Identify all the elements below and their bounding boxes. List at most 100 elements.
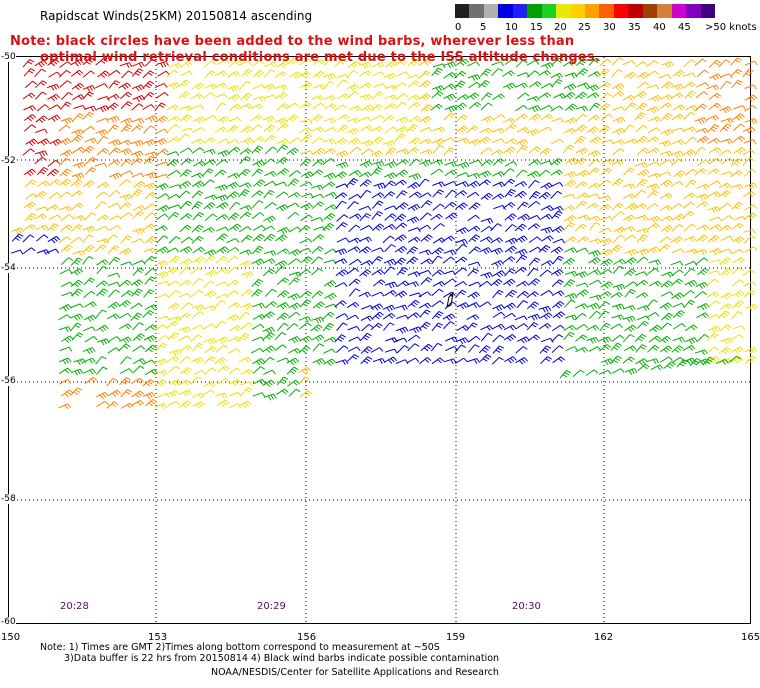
wind-barb	[588, 57, 601, 66]
wind-barb	[131, 172, 145, 178]
wind-barb	[239, 156, 251, 165]
wind-barb	[708, 92, 722, 100]
wind-barb	[671, 269, 684, 277]
legend-label: >50 knots	[705, 22, 757, 33]
wind-barb	[563, 215, 577, 223]
wind-barb	[456, 94, 470, 101]
wind-barb	[118, 312, 132, 319]
wind-barb	[203, 323, 216, 330]
wind-barb	[731, 290, 745, 298]
wind-barb	[625, 138, 638, 145]
wind-barb	[480, 272, 494, 279]
wind-barb	[370, 104, 383, 112]
wind-barb	[131, 140, 144, 147]
wind-barb	[252, 245, 264, 255]
wind-barb	[504, 161, 518, 167]
wind-barb	[683, 149, 696, 157]
wind-barb	[468, 344, 480, 353]
wind-barb	[24, 80, 37, 89]
wind-barb	[58, 69, 71, 78]
wind-barb	[431, 310, 444, 320]
wind-barb	[360, 148, 374, 156]
wind-barb	[262, 332, 275, 340]
wind-barb	[469, 159, 482, 165]
wind-barb	[696, 193, 709, 201]
wind-barb	[192, 370, 206, 376]
wind-barb	[82, 70, 95, 78]
wind-barb	[73, 105, 86, 111]
wind-barb	[384, 161, 398, 169]
wind-barb	[502, 70, 515, 77]
wind-barb	[552, 238, 566, 244]
wind-barb	[431, 300, 444, 308]
wind-barb	[396, 158, 410, 166]
wind-barb	[586, 92, 600, 99]
wind-barb	[265, 301, 278, 309]
wind-barb	[286, 323, 299, 331]
wind-barb	[527, 214, 541, 220]
wind-barb	[563, 331, 575, 341]
wind-barb	[743, 289, 756, 298]
wind-barb	[310, 114, 323, 122]
wind-barb	[660, 356, 673, 363]
wind-barb	[684, 136, 697, 145]
wind-barb	[167, 193, 181, 200]
wind-barb	[515, 113, 529, 121]
wind-barb	[478, 170, 492, 178]
wind-barb	[658, 74, 672, 79]
wind-barb	[742, 190, 756, 198]
wind-barb	[107, 115, 120, 123]
wind-barb	[744, 355, 757, 365]
wind-barb	[694, 146, 706, 156]
wind-barb	[540, 104, 553, 111]
wind-barb	[264, 134, 277, 143]
wind-barb	[360, 332, 372, 342]
wind-barb	[420, 343, 433, 352]
wind-barb	[492, 114, 506, 121]
wind-barb	[36, 180, 50, 187]
wind-barb	[731, 311, 743, 320]
wind-barb	[214, 93, 228, 99]
wind-barb	[634, 162, 648, 169]
wind-barb	[214, 82, 228, 89]
wind-barb	[60, 389, 74, 397]
wind-barb	[23, 105, 36, 112]
wind-barb	[575, 200, 588, 209]
wind-barb	[72, 250, 85, 256]
wind-barb	[83, 277, 96, 286]
wind-barb	[574, 223, 587, 232]
wind-barb	[575, 247, 589, 253]
wind-barb	[349, 258, 362, 266]
wind-barb	[395, 125, 409, 134]
wind-barb	[551, 334, 564, 343]
wind-barb	[394, 234, 407, 242]
wind-barb	[372, 223, 385, 231]
wind-barb	[47, 114, 61, 122]
chart-title: Rapidscat Winds(25KM) 20150814 ascending	[40, 9, 313, 23]
wind-barb	[34, 213, 47, 220]
wind-barb	[228, 367, 241, 375]
wind-barb	[661, 312, 674, 321]
wind-barb	[120, 123, 133, 133]
wind-barb	[360, 125, 373, 132]
wind-barb	[442, 235, 455, 242]
wind-barb	[622, 193, 636, 200]
wind-barb	[336, 73, 350, 79]
wind-barb	[156, 173, 169, 179]
wind-barb	[455, 243, 468, 252]
wind-barb	[192, 277, 204, 286]
wind-barb	[263, 180, 277, 187]
wind-barb	[82, 234, 94, 243]
wind-barb	[384, 348, 398, 354]
wind-barb	[491, 61, 505, 67]
wind-barb	[58, 403, 71, 410]
wind-barb	[454, 190, 468, 197]
wind-barb	[251, 323, 265, 330]
wind-barb	[430, 168, 444, 176]
wind-barb	[324, 204, 338, 211]
wind-barb	[120, 170, 134, 176]
wind-barb	[480, 102, 493, 111]
wind-barb	[120, 368, 133, 374]
wind-barb	[598, 227, 612, 233]
wind-barb	[238, 311, 251, 321]
